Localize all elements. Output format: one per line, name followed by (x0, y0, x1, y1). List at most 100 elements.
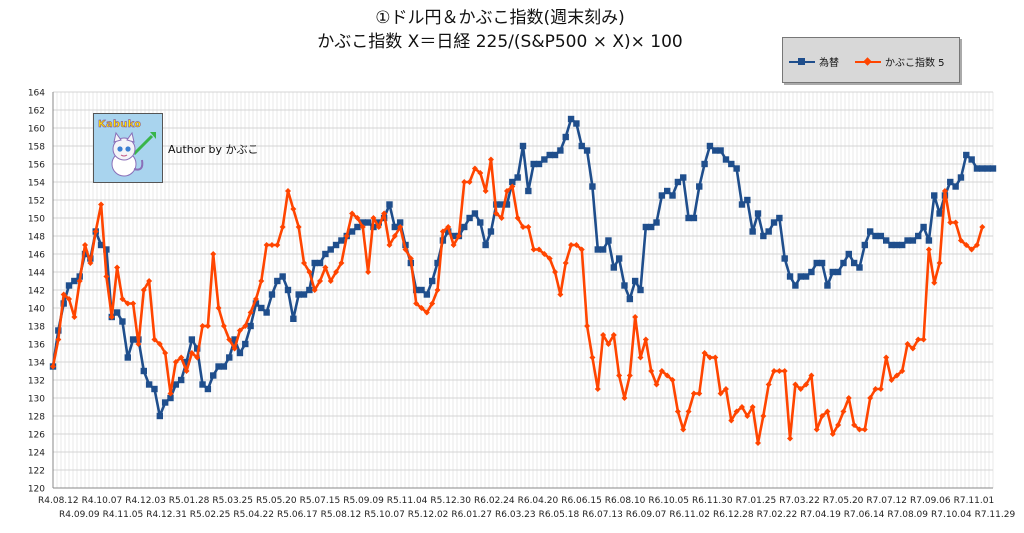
fx-point (808, 268, 815, 276)
fx-point (947, 178, 954, 186)
kabuko-point (322, 264, 329, 271)
fx-point (888, 241, 895, 249)
kabuko-point (87, 260, 94, 266)
fx-point (242, 340, 249, 348)
kabuko-point (119, 296, 126, 302)
kabuko-point (525, 224, 532, 230)
fx-point (177, 376, 185, 384)
kabuko-point (199, 323, 206, 329)
kabuko-point (290, 206, 297, 212)
kabuko-point (936, 260, 943, 266)
kabuko-point (178, 354, 185, 361)
kabuko-point (829, 431, 836, 437)
fx-point (188, 336, 196, 343)
fx-point (850, 259, 858, 267)
fx-point (915, 232, 922, 240)
fx-point (354, 223, 361, 231)
fx-point (215, 363, 222, 370)
y-tick-label: 138 (28, 323, 45, 333)
kabuko-point (279, 224, 286, 230)
fx-point (615, 255, 623, 262)
kabuko-point (883, 354, 890, 361)
fx-point (642, 223, 650, 231)
kabuko-point (658, 368, 665, 374)
fx-point (728, 160, 735, 168)
kabuko-point (626, 372, 633, 379)
fx-point (466, 214, 473, 222)
kabuko-point (722, 386, 729, 392)
fx-point (770, 219, 778, 226)
kabuko-point (263, 242, 270, 248)
fx-point (583, 147, 591, 154)
y-tick-label: 164 (28, 89, 45, 99)
fx-point (541, 156, 548, 163)
fx-point (621, 282, 628, 289)
fx-point (450, 232, 457, 240)
x-tick-label: R5.02.25 (190, 510, 231, 520)
kabuko-point (370, 215, 377, 221)
kabuko-point (669, 377, 676, 383)
kabuko-point (493, 210, 500, 217)
fx-point (322, 250, 329, 258)
x-tick-label: R4.12.03 (125, 496, 166, 506)
x-tick-label: R7.01.25 (736, 496, 777, 506)
fx-point (866, 228, 874, 235)
fx-point (113, 309, 121, 316)
y-tick-label: 136 (28, 341, 45, 351)
x-tick-label: R5.12.02 (408, 510, 449, 520)
fx-point (151, 385, 158, 393)
kabuko-point (696, 390, 703, 397)
kabuko-point (231, 345, 238, 352)
kabuko-point (487, 156, 494, 163)
fx-point (412, 286, 420, 294)
fx-point (359, 219, 366, 226)
x-tick-label: R7.11.29 (975, 510, 1016, 520)
kabuko-point (530, 246, 537, 253)
fx-point (674, 178, 682, 186)
kabuko-point (797, 386, 804, 392)
kabuko-point (375, 224, 382, 230)
x-tick-label: R6.07.13 (582, 510, 623, 520)
kabuko-point (888, 377, 895, 383)
kabuko-point (941, 188, 948, 194)
kabuko-point (503, 188, 510, 194)
kabuko-point (252, 296, 259, 302)
kabuko-point (477, 170, 484, 176)
fx-point (461, 223, 468, 231)
kabuko-point (819, 413, 826, 419)
fx-point (295, 291, 302, 298)
x-tick-label: R6.11.02 (669, 510, 710, 520)
fx-point (690, 214, 698, 222)
x-tick-label: R6.01.27 (451, 510, 492, 520)
fx-point (204, 385, 212, 393)
kabuko-point (194, 354, 201, 361)
kabuko-point (423, 309, 430, 316)
fx-point (263, 309, 270, 316)
fx-point (311, 259, 318, 267)
fx-point (386, 201, 393, 208)
fx-point (140, 367, 147, 375)
fx-point (792, 282, 799, 289)
kabuko-point (359, 224, 366, 230)
kabuko-point (920, 336, 927, 343)
kabuko-point (845, 395, 852, 401)
fx-point (765, 228, 772, 235)
fx-point (509, 178, 516, 186)
kabuko-point (71, 314, 78, 320)
kabuko-point (573, 242, 580, 248)
kabuko-point (103, 273, 110, 280)
legend-label-fx: 為替 (819, 58, 839, 69)
kabuko-point (674, 408, 681, 415)
fx-point (856, 264, 863, 271)
fx-point (754, 210, 762, 217)
kabuko-point (648, 368, 655, 374)
fx-point (984, 165, 991, 172)
kabuko-point (749, 404, 756, 410)
y-tick-label: 124 (28, 449, 45, 459)
kabuko-point (215, 305, 222, 311)
fx-point (797, 273, 804, 280)
chart-title: ①ドル円＆かぶこ指数(週末刻み) (375, 8, 625, 28)
kabuko-point (813, 426, 820, 433)
kabuko-point (968, 246, 975, 253)
kabuko-point (204, 323, 211, 329)
